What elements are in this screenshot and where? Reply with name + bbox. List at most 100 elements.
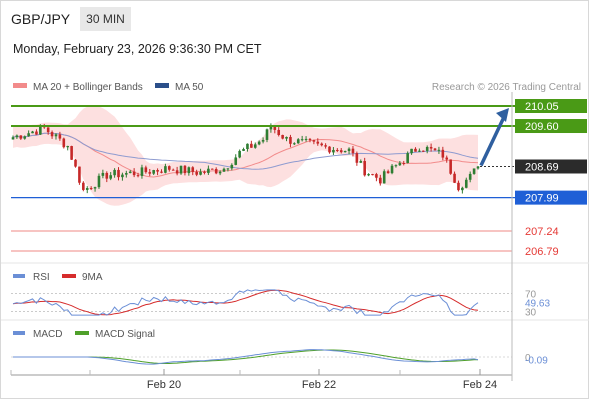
candle-body [70,146,73,160]
candle-body [257,141,261,145]
candle-body [379,177,382,184]
candle-body [472,168,476,174]
candle-body [15,135,19,138]
timeframe-button[interactable]: 30 MIN [80,7,131,31]
candle-body [437,149,441,151]
candle-body [418,150,421,152]
candle-body [328,146,331,153]
candle-body [27,133,30,137]
candle-body [449,159,452,174]
legend-ma50-swatch [155,83,169,88]
candle-body [230,164,234,169]
candle-body [19,135,23,139]
forecast-arrow-head [496,108,509,122]
candle-body [375,174,378,178]
candle-body [476,166,480,169]
candle-body [11,137,15,140]
legend-rsi-swatch [13,274,25,278]
candle-body [468,173,472,180]
candle-body [121,174,124,178]
candle-body [105,172,109,179]
candle-body [234,157,238,165]
candle-body [97,175,101,188]
candle-body [152,170,155,174]
candle-body [332,149,335,153]
rsi-reference-label: 70 [525,290,537,301]
legend-rsi-9ma-label: 9MA [82,272,103,283]
x-tick-label: Feb 24 [463,379,497,391]
candle-body [339,150,343,153]
legend-rsi-label: RSI [33,272,50,283]
candles [11,123,480,194]
candle-body [429,146,433,149]
candle-body [109,175,112,179]
candle-body [160,171,163,173]
candle-body [74,159,77,167]
candle-body [277,129,281,135]
candle-body [363,161,366,176]
candle-body [171,169,175,171]
moving-averages [12,132,479,178]
candle-body [136,175,140,177]
candle-body [355,153,359,163]
legend-macd-label: MACD [33,329,62,340]
x-tick-label: Feb 22 [302,379,336,391]
candle-body [54,134,58,137]
rsi-9ma-line [12,289,479,316]
candle-body [285,136,288,139]
macd-zero-label: 0 [525,353,531,364]
candle-body [250,143,253,148]
candle-body [300,139,304,141]
candle-body [132,171,136,176]
candle-body [273,126,277,130]
timestamp-label: Monday, February 23, 2026 9:36:30 PM CET [13,42,262,56]
candle-body [343,150,347,153]
candle-body [242,149,245,151]
candle-body [82,182,85,190]
candle-body [195,171,198,175]
candle-body [453,173,456,183]
candle-body [253,144,257,148]
candle-body [296,139,300,144]
candle-body [390,165,394,174]
candle-body [89,188,93,190]
legend-ma50-label: MA 50 [175,82,204,93]
target-label: 206.79 [525,246,559,258]
candle-body [261,139,265,142]
candle-body [382,171,386,184]
candle-body [222,168,226,172]
candle-body [410,148,413,154]
candle-body [402,163,406,165]
candle-body [39,125,42,135]
candle-body [148,172,152,174]
candle-body [168,166,171,170]
candle-body [445,157,449,160]
candle-body [35,131,38,135]
candle-body [214,168,218,174]
credit-label: Research © 2026 Trading Central [432,82,581,93]
ma50-line [12,132,479,170]
macd-panel: 0-0.09 [11,349,548,367]
price-levels: 210.05 209.60 208.69 207.99 207.24 206.79 [11,99,587,258]
legend-bb-label: MA 20 + Bollinger Bands [33,82,143,93]
candle-body [207,168,210,173]
candle-body [441,149,445,158]
candle-body [312,140,316,142]
candle-body [210,168,214,170]
candle-body [433,148,437,151]
legend-macd-signal-swatch [75,331,89,335]
candle-body [23,136,27,139]
candle-body [85,188,89,190]
candle-body [359,161,363,163]
candle-body [367,174,370,176]
legend-rsi-9ma-swatch [62,274,76,278]
x-tick-label: Feb 20 [147,379,181,391]
macd-last-label: -0.09 [525,356,548,367]
candle-body [144,167,148,173]
macd-line [13,349,479,365]
candle-body [386,171,390,174]
rsi-line [12,289,479,316]
last-price-label: 208.69 [525,161,559,173]
